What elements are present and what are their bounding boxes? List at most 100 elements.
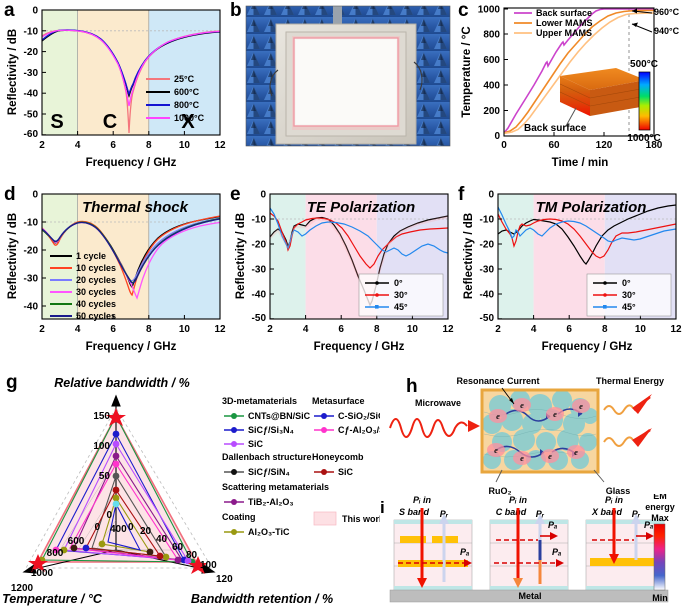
i-colorbar-min: Min bbox=[652, 593, 668, 603]
i-colorbar-title1: EM bbox=[653, 494, 667, 501]
h-electron-0: e bbox=[520, 400, 524, 410]
f-legend: 0° 30° 45° bbox=[586, 273, 672, 317]
h-anno-thermal: Thermal Energy bbox=[596, 376, 664, 386]
d-xtick-3: 8 bbox=[146, 324, 152, 335]
g-tick-top-0: 0 bbox=[106, 510, 112, 521]
g-legend-item-5-0: SiC bbox=[338, 467, 354, 477]
panel-d-plot: 2 4 6 8 10 12 0 -10 -20 -30 -40 Thermal … bbox=[7, 190, 226, 354]
panel-f-plot: 2 4 6 8 10 12 0 -10 -20 -30 -40 -50 TM P… bbox=[463, 190, 682, 354]
d-ytick-4: -40 bbox=[24, 302, 39, 313]
panel-i-diagram: Pᵢ in S band Pᵣ Pₐ Pᵢ in C band Pᵣ bbox=[389, 494, 675, 603]
panel-c-plot: 0 60 120 180 0 200 400 600 800 1000 Time… bbox=[461, 5, 680, 170]
i-band-1: C band bbox=[496, 507, 527, 517]
e-legend-1: 30° bbox=[394, 290, 408, 300]
panel-d-label: d bbox=[4, 184, 16, 205]
a-band-x: X bbox=[181, 111, 195, 133]
c-ytick-4: 800 bbox=[483, 30, 500, 41]
f-legend-0: 0° bbox=[622, 278, 631, 288]
i-pi-0: Pᵢ in bbox=[413, 495, 432, 505]
d-legend: 1 cycle 10 cycles 20 cycles 30 cycles 40… bbox=[50, 251, 116, 321]
d-ytick-3: -30 bbox=[24, 274, 39, 285]
d-legend-2: 20 cycles bbox=[76, 275, 116, 285]
i-colorbar-max: Max bbox=[651, 513, 669, 523]
f-xtick-5: 12 bbox=[670, 324, 682, 335]
d-ytick-1: -10 bbox=[24, 218, 39, 229]
a-xtick-1: 4 bbox=[75, 140, 81, 151]
a-xtick-4: 10 bbox=[179, 140, 191, 151]
panel-a-label: a bbox=[4, 0, 15, 21]
c-xtick-3: 180 bbox=[646, 140, 663, 151]
f-legend-1: 30° bbox=[622, 290, 636, 300]
g-legend-header-5: Honeycomb bbox=[312, 452, 364, 462]
f-ytick-4: -40 bbox=[480, 290, 495, 301]
panel-b-label: b bbox=[230, 0, 242, 21]
d-title: Thermal shock bbox=[82, 199, 189, 216]
h-electron-2: e bbox=[553, 409, 557, 419]
e-title: TE Polarization bbox=[307, 199, 415, 216]
d-legend-4: 40 cycles bbox=[76, 299, 116, 309]
e-ytick-4: -40 bbox=[252, 290, 267, 301]
e-legend-0: 0° bbox=[394, 278, 403, 288]
c-colorbar-bottom: 1000°C bbox=[627, 133, 660, 144]
g-tick-right-20: 20 bbox=[140, 526, 152, 537]
f-ylabel: Reflectivity / dB bbox=[463, 213, 475, 299]
i-band-2: X band bbox=[591, 507, 623, 517]
g-legend-item-0-0: CNTs@BN/SiC bbox=[248, 411, 311, 421]
f-ytick-2: -20 bbox=[480, 240, 495, 251]
g-tick-right-80: 80 bbox=[186, 550, 198, 561]
f-ytick-3: -30 bbox=[480, 265, 495, 276]
a-xtick-2: 6 bbox=[110, 140, 116, 151]
e-ytick-2: -20 bbox=[252, 240, 267, 251]
c-xtick-2: 120 bbox=[596, 140, 613, 151]
e-xlabel: Frequency / GHz bbox=[314, 341, 405, 353]
c-legend-0: Back surface bbox=[536, 8, 592, 18]
h-electron-5: e bbox=[520, 453, 524, 463]
e-ylabel: Reflectivity / dB bbox=[235, 213, 247, 299]
i-cell-c: Pᵢ in C band Pᵣ Pₐ Pₐ bbox=[489, 495, 569, 591]
g-tick-left-600: 600 bbox=[68, 536, 85, 547]
i-pi-2: Pᵢ in bbox=[605, 495, 624, 505]
i-pi-1: Pᵢ in bbox=[509, 495, 528, 505]
panel-e-label: e bbox=[230, 184, 241, 205]
panel-h-diagram: Resonance Current Thermal Energy Microwa… bbox=[389, 376, 664, 496]
f-xtick-0: 2 bbox=[495, 324, 501, 335]
i-pr-1: Pᵣ bbox=[536, 509, 545, 519]
a-legend-0: 25°C bbox=[174, 74, 195, 84]
d-xtick-5: 12 bbox=[214, 324, 226, 335]
e-xtick-5: 12 bbox=[442, 324, 454, 335]
e-xtick-3: 8 bbox=[374, 324, 380, 335]
f-xtick-1: 4 bbox=[531, 324, 537, 335]
i-pa-1b: Pₐ bbox=[552, 547, 562, 557]
g-legend-item-0-2: SiC bbox=[248, 439, 264, 449]
g-axis-top-label: Relative bandwidth / % bbox=[54, 376, 189, 390]
panel-a: a 2 4 6 8 10 12 bbox=[0, 0, 228, 182]
f-xtick-4: 10 bbox=[635, 324, 647, 335]
c-legend: Back surface Lower MAMS Upper MAMS bbox=[514, 8, 593, 38]
f-xtick-2: 6 bbox=[566, 324, 572, 335]
g-tick-right-120: 120 bbox=[216, 574, 233, 585]
i-band-0: S band bbox=[399, 507, 430, 517]
d-xtick-4: 10 bbox=[179, 324, 191, 335]
g-legend-item-4-0: C-SiO₂/SiO₂ bbox=[338, 411, 380, 421]
a-ytick-2: -20 bbox=[24, 47, 39, 58]
a-ytick-5: -50 bbox=[24, 110, 39, 121]
e-ytick-1: -10 bbox=[252, 215, 267, 226]
f-ytick-1: -10 bbox=[480, 215, 495, 226]
h-anno-ruo2: RuO₂ bbox=[489, 486, 512, 496]
f-xlabel: Frequency / GHz bbox=[542, 341, 633, 353]
h-electron-3: e bbox=[579, 401, 583, 411]
g-tick-top-150: 150 bbox=[93, 411, 110, 422]
d-xtick-1: 4 bbox=[75, 324, 81, 335]
c-colorbar-top: 500°C bbox=[630, 59, 658, 70]
c-legend-1: Lower MAMS bbox=[536, 18, 593, 28]
i-colorbar-title2: energy bbox=[645, 502, 675, 512]
e-xtick-2: 6 bbox=[338, 324, 344, 335]
panel-i: i Pᵢ in S band Pᵣ Pₐ Pᵢ in C band bbox=[380, 494, 685, 608]
g-tick-left-0: 0 bbox=[94, 522, 100, 533]
c-anno-960: 960°C bbox=[654, 7, 680, 17]
g-tick-right-100: 100 bbox=[200, 560, 217, 571]
panel-i-label: i bbox=[380, 498, 385, 517]
a-ylabel: Reflectivity / dB bbox=[7, 29, 19, 115]
panel-f-label: f bbox=[458, 184, 465, 205]
panel-h: h Resonance Current Thermal Energy Micro… bbox=[380, 372, 685, 500]
